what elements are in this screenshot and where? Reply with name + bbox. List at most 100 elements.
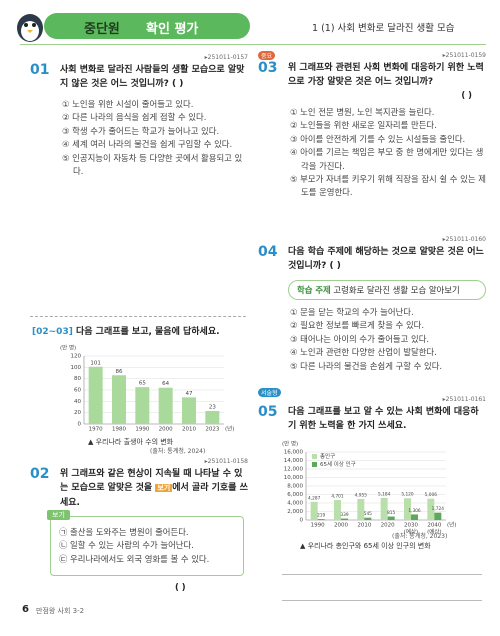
value-label: 64 <box>162 381 169 387</box>
y-tick-label: 20 <box>74 410 81 416</box>
option: ② 필요한 정보를 빠르게 찾을 수 있다. <box>290 320 425 331</box>
bar <box>427 498 435 520</box>
question-number: 03 <box>258 60 278 76</box>
bar <box>404 498 411 520</box>
question: 중요 ▸251011-0159 03 위 그래프와 관련된 사회 변화에 대응하… <box>258 51 486 200</box>
bar <box>158 387 173 424</box>
y-tick-label: 40 <box>74 399 81 405</box>
option: ③ 아이를 안전하게 기를 수 있는 시설들을 줄인다. <box>290 133 466 144</box>
option: ① 노인을 위한 시설이 줄어들고 있다. <box>62 98 194 109</box>
x-tick-label: 1980 <box>112 427 126 433</box>
option: ④ 아이를 기르는 책임은 부모 중 한 명에게만 있다는 생각을 가진다. <box>290 147 484 171</box>
book-title: 만점왕 사회 3-2 <box>36 607 85 615</box>
axis-unit: (만 명) <box>282 440 298 448</box>
page-number: 6 <box>22 604 29 615</box>
question-number: 01 <box>30 62 50 78</box>
option: ④ 세계 여러 나라의 물건을 쉽게 구입할 수 있다. <box>62 139 233 150</box>
option: ② 노인들을 위한 새로운 일자리를 만든다. <box>290 120 437 131</box>
option: ⑤ 인공지능이 자동차 등 다양한 곳에서 활용되고 있다. <box>62 152 243 176</box>
y-tick-label: 0 <box>78 422 82 428</box>
bar <box>88 366 103 424</box>
bar-chart: (만 명) 0 20 40 60 80 100 120 1970 101 1980 86 1990 65 2… <box>60 344 234 433</box>
value-label: 101 <box>90 360 101 366</box>
option-list: ① 문을 닫는 학교의 수가 늘어난다. ② 필요한 정보를 빠르게 찾을 수 있… <box>290 306 486 373</box>
answer-line <box>282 600 482 601</box>
bar <box>205 410 220 424</box>
y-tick-label: 80 <box>74 376 81 382</box>
question-code: ▸251011-0161 <box>442 396 486 403</box>
legend-label: 65세 이상 인구 <box>320 460 356 468</box>
question-number: 04 <box>258 244 278 260</box>
x-axis-unit: (년) <box>225 425 234 433</box>
x-tick-note: (예상) <box>404 528 418 536</box>
value-label: 545 <box>364 511 372 517</box>
bar <box>434 512 442 520</box>
topic-box: 학습 주제 고령화로 달라진 생활 모습 알아보기 <box>288 279 486 300</box>
bar <box>364 517 372 520</box>
badge: 중요 <box>258 51 276 60</box>
bogi-title: 보기 <box>47 510 70 520</box>
section-title: 1 (1) 사회 변화로 달라진 생활 모습 <box>312 23 455 34</box>
chart-source: (출처: 통계청, 2023) <box>392 533 448 540</box>
value-label: 4,701 <box>331 494 344 500</box>
option: ① 노인 전문 병원, 노인 복지관을 늘린다. <box>290 106 435 117</box>
question-code: ▸251011-0158 <box>204 458 248 465</box>
answer-blank: ( ) <box>461 89 472 100</box>
header-rule <box>20 44 486 45</box>
option: ③ 학생 수가 줄어드는 학교가 늘어나고 있다. <box>62 125 220 136</box>
bar <box>182 397 196 424</box>
question: ▸251011-0157 01 사회 변화로 달라진 사람들의 생활 모습으로 … <box>30 54 248 178</box>
x-tick-label: 2000 <box>334 523 348 529</box>
question: 서술형 ▸251011-0161 05 다음 그래프를 보고 알 수 있는 사회… <box>258 388 486 434</box>
question-text: 다음 학습 주제에 해당하는 것으로 알맞은 것은 어느 것입니까? ( ) <box>288 247 484 272</box>
bar <box>387 516 395 520</box>
option: ⑤ 다른 나라의 물건을 손쉽게 구할 수 있다. <box>290 360 443 371</box>
x-axis-unit: (년) <box>447 521 456 529</box>
value-label: 5,006 <box>425 492 438 498</box>
x-tick-label: 1990 <box>311 523 325 529</box>
bar <box>341 518 348 520</box>
question: ▸251011-0158 02 위 그래프와 같은 현상이 지속될 때 나타날 … <box>30 458 248 510</box>
tab-right: 확인 평가 <box>146 22 199 37</box>
y-tick-label: 2,000 <box>287 509 303 515</box>
chart-caption: ▲ 우리나라 총인구와 65세 이상 인구의 변화 <box>300 542 431 550</box>
value-label: 5,120 <box>401 492 414 498</box>
question-text-part: 에서 골라 기호를 쓰세요. <box>60 483 248 508</box>
question: ▸251011-0160 04 다음 학습 주제에 해당하는 것으로 알맞은 것… <box>258 236 486 373</box>
y-tick-label: 16,000 <box>284 450 304 456</box>
option-list: ① 노인 전문 병원, 노인 복지관을 늘린다. ② 노인들을 위한 새로운 일자… <box>290 106 486 200</box>
topic-text: 고령화로 달라진 생활 모습 알아보기 <box>333 284 460 295</box>
option: ① 문을 닫는 학교의 수가 늘어난다. <box>290 306 414 317</box>
question-text: 다음 그래프를 보고 알 수 있는 사회 변화에 대응하기 위한 노력을 한 가… <box>288 407 479 432</box>
value-label: 815 <box>387 510 395 516</box>
value-label: 47 <box>186 391 193 397</box>
bogi-box: 보기 ㉠ 출산을 도와주는 병원이 줄어든다. ㉡ 일할 수 있는 사람의 수가 … <box>47 510 244 576</box>
bar <box>317 519 325 520</box>
y-tick-label: 60 <box>74 388 81 394</box>
divider <box>30 316 246 317</box>
x-tick-label: 2040 <box>427 523 441 529</box>
question-code: ▸251011-0159 <box>442 52 486 59</box>
badge: 서술형 <box>258 388 281 397</box>
topic-label: 학습 주제 <box>297 284 331 295</box>
bogi-tag: 보기 <box>155 484 173 493</box>
x-tick-label: 2010 <box>357 523 371 529</box>
question-code: ▸251011-0157 <box>204 54 248 61</box>
legend-swatch <box>312 462 317 467</box>
value-label: 339 <box>340 512 348 518</box>
value-label: 23 <box>209 404 216 410</box>
option: ⑤ 부모가 자녀를 키우기 위해 직장을 잠시 쉴 수 있는 제도를 운영한다. <box>290 173 486 198</box>
question-text: 위 그래프와 같은 현상이 지속될 때 나타날 수 있는 모습으로 알맞은 것을… <box>60 467 248 510</box>
bar <box>334 500 341 520</box>
x-tick-label: 2020 <box>381 523 395 529</box>
group-text: 다음 그래프를 보고, 물음에 답하세요. <box>75 327 220 337</box>
bar <box>357 498 365 520</box>
y-tick-label: 14,000 <box>284 458 304 464</box>
value-label: 65 <box>139 381 146 387</box>
mascot-icon <box>17 14 43 42</box>
bar <box>411 514 418 520</box>
value-label: 4,955 <box>355 492 368 498</box>
title-tab: 중단원 확인 평가 <box>44 13 250 39</box>
y-tick-label: 0 <box>300 518 304 524</box>
